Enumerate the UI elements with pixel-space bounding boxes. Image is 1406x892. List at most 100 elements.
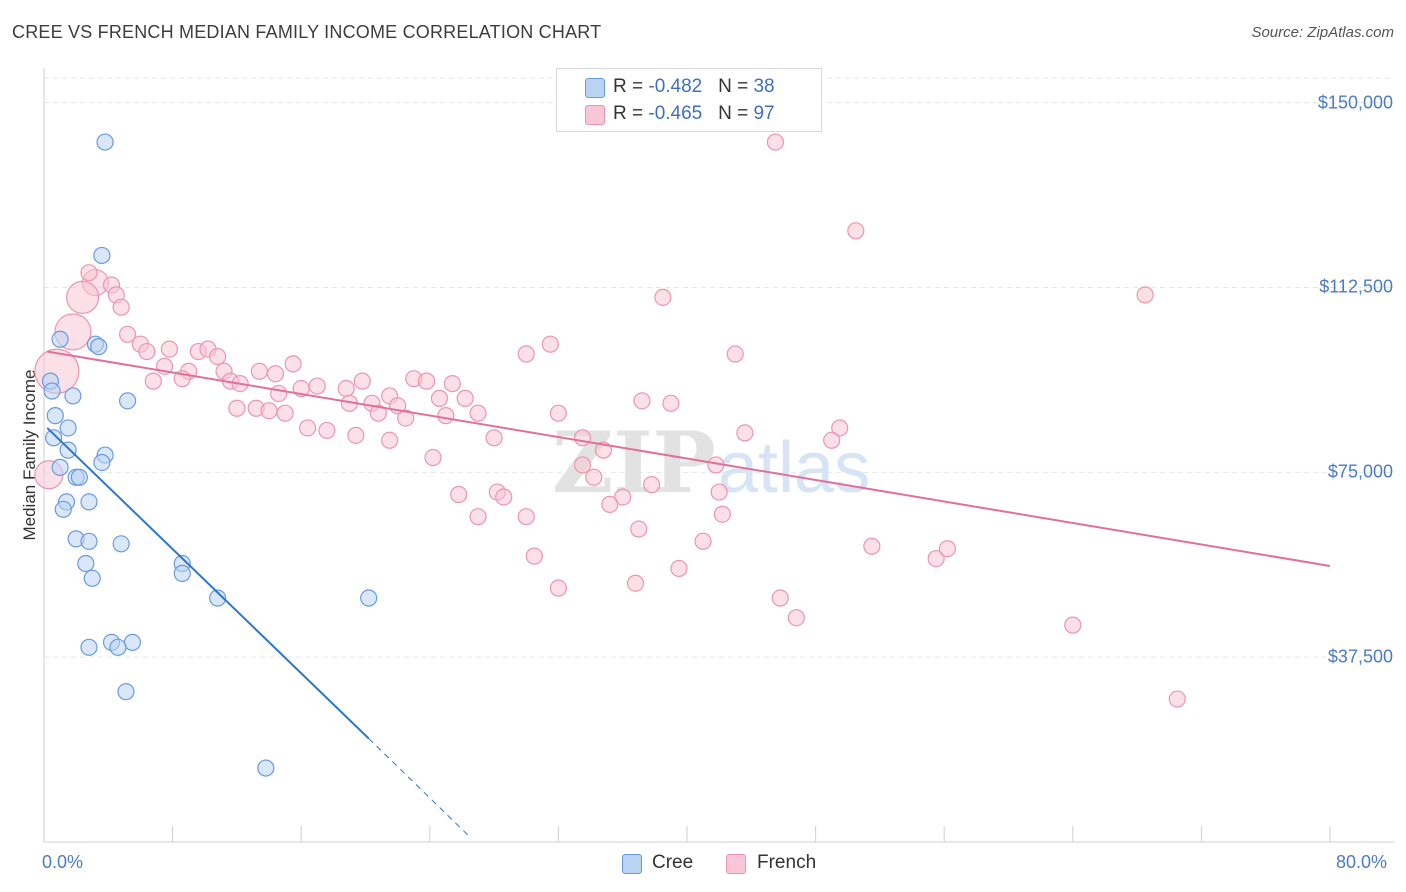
french-point-3 [80,264,98,282]
french-point-7 [654,288,672,306]
axes [43,68,1394,843]
french-point-51 [276,404,294,422]
cree-point-35 [257,759,275,777]
cree-point-2 [51,330,69,348]
french-point-91 [771,589,789,607]
french-point-53 [437,407,455,425]
french-point-60 [485,429,503,447]
cree-point-10 [59,419,77,437]
cree-point-20 [54,500,72,518]
cree-point-24 [77,554,95,573]
correlation-legend: R = -0.482 N = 38 R = -0.465 N = 97 [556,68,822,132]
french-point-8 [1136,286,1154,304]
legend-french-label: French [757,852,817,873]
french-point-14 [138,342,156,361]
french-point-5 [65,280,100,314]
french-point-79 [469,508,487,526]
french-point-35 [443,375,461,393]
cree-point-14 [93,453,111,472]
cree-point-22 [80,532,98,550]
french-point-38 [337,379,355,398]
cree-point-7 [64,387,82,405]
chart-title: CREE VS FRENCH MEDIAN FAMILY INCOME CORR… [12,22,602,42]
x-tick-label-min: 0.0% [42,852,84,872]
french-legend-swatch [585,105,605,125]
cree-point-33 [109,638,127,656]
french-point-11 [118,325,137,343]
grid-lines [44,77,1394,658]
y-tick-label-1: $75,000 [1327,461,1393,482]
french-points [34,133,1186,708]
cree-point-0 [96,133,114,151]
french-point-83 [694,532,712,550]
cree-point-19 [80,493,98,511]
y-tick-label-2: $112,500 [1319,276,1393,297]
french-point-90 [626,574,645,592]
french-point-70 [585,468,603,486]
french-point-48 [228,399,246,417]
legend-cree-swatch [622,854,642,874]
french-point-59 [347,426,365,444]
legend-cree-label: Cree [652,852,694,873]
french-point-68 [573,456,592,474]
french-point-50 [260,402,278,420]
cree-point-32 [80,638,98,656]
french-point-88 [670,559,688,578]
cree-trend-extension [368,738,471,838]
french-point-47 [662,394,680,412]
french-point-34 [417,372,436,390]
french-point-77 [710,483,728,501]
french-point-93 [1064,616,1082,634]
french-point-9 [112,298,130,316]
french-point-26 [266,365,285,383]
trend-lines [46,350,1331,838]
french-point-81 [713,505,731,523]
french-point-56 [397,409,415,427]
legend-french-swatch [726,854,746,874]
french-point-20 [209,347,227,366]
french-point-76 [614,488,632,506]
cree-trend-line [46,427,370,740]
french-point-39 [270,384,288,403]
cree-point-9 [46,407,64,425]
french-point-25 [250,362,269,380]
french-point-18 [517,345,535,363]
french-point-80 [517,508,535,526]
french-point-46 [633,392,651,410]
french-point-37 [308,377,326,395]
french-point-41 [430,389,449,407]
cree-point-23 [112,535,130,553]
y-tick-label-0: $37,500 [1327,646,1393,667]
cree-point-1 [93,246,111,265]
french-point-62 [736,424,754,442]
french-point-55 [549,404,568,422]
french-point-75 [495,488,513,506]
cree-legend-swatch [585,78,605,98]
french-point-27 [284,355,302,373]
french-point-64 [823,431,841,449]
french-point-78 [601,495,619,513]
french-trend-line [47,350,1331,567]
cree-point-12 [59,441,77,459]
french-point-15 [160,340,178,358]
french-point-89 [549,579,568,597]
french-point-57 [299,419,317,437]
french-point-73 [450,485,468,504]
french-point-52 [369,404,387,422]
cree-point-31 [123,633,142,651]
cree-point-26 [173,564,191,582]
french-point-13 [541,335,559,353]
french-point-42 [456,389,474,407]
y-tick-label-3: $150,000 [1317,92,1393,113]
cree-point-34 [117,683,135,701]
cree-point-27 [83,569,101,587]
french-point-54 [469,404,487,422]
french-point-65 [381,431,399,449]
cree-point-4 [90,338,108,356]
cree-point-29 [360,589,378,607]
french-point-86 [938,540,957,558]
cree-point-8 [118,392,137,410]
cree-point-6 [43,382,61,400]
french-point-94 [1168,690,1186,708]
